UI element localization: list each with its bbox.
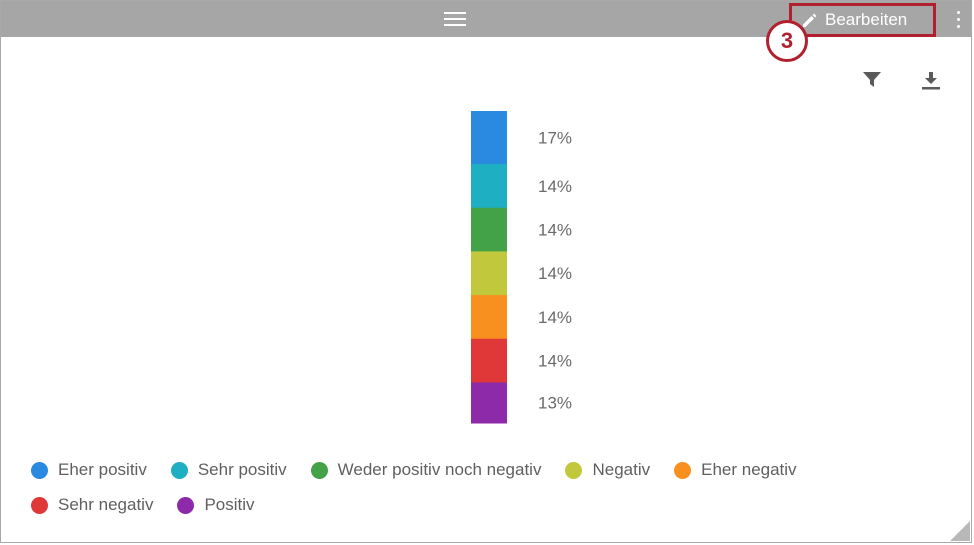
- legend-dot: [310, 461, 328, 479]
- legend-label: Weder positiv noch negativ: [337, 460, 542, 479]
- legend-label: Eher negativ: [701, 460, 797, 479]
- legend-dot: [31, 461, 48, 479]
- bar-segment[interactable]: [471, 251, 507, 296]
- data-label: 14%: [538, 308, 572, 327]
- legend-row: Eher positiv Sehr positiv Weder positiv no…: [31, 457, 931, 483]
- legend-dot: [177, 496, 195, 514]
- legend-label: Eher positiv: [58, 460, 147, 479]
- data-label: 14%: [538, 177, 572, 196]
- bar-segment[interactable]: [471, 207, 507, 252]
- legend-dot: [170, 461, 188, 479]
- stacked-bar-chart: 17% 14% 14% 14% 14% 14% 13%: [471, 111, 572, 424]
- legend-item[interactable]: Positiv: [177, 495, 255, 515]
- bar-segment[interactable]: [471, 382, 507, 424]
- bar-segment[interactable]: [471, 295, 507, 340]
- bar-segment[interactable]: [471, 164, 507, 209]
- legend-item[interactable]: Eher positiv: [31, 460, 147, 480]
- legend-item[interactable]: Negativ: [565, 460, 650, 480]
- legend-item[interactable]: Weder positiv noch negativ: [310, 460, 542, 480]
- data-label: 14%: [538, 221, 572, 240]
- pencil-icon: [803, 13, 817, 27]
- legend-label: Sehr negativ: [58, 495, 154, 514]
- legend-item[interactable]: Sehr negativ: [31, 495, 153, 515]
- widget-header: Bearbeiten: [1, 1, 971, 37]
- data-label: 13%: [538, 394, 572, 413]
- data-label: 17%: [538, 129, 572, 148]
- chart-legend: Eher positiv Sehr positiv Weder positiv no…: [31, 457, 931, 527]
- download-icon[interactable]: [921, 71, 941, 91]
- legend-dot: [565, 461, 583, 479]
- legend-label: Positiv: [204, 495, 255, 514]
- filter-icon[interactable]: [862, 70, 882, 90]
- data-label: 14%: [538, 352, 572, 371]
- legend-item[interactable]: Sehr positiv: [170, 460, 287, 480]
- step-badge: 3: [766, 20, 808, 62]
- edit-button-label: Bearbeiten: [825, 10, 908, 29]
- legend-label: Sehr positiv: [197, 460, 287, 479]
- resize-handle[interactable]: [950, 521, 970, 541]
- legend-dot: [674, 461, 692, 479]
- legend-item[interactable]: Eher negativ: [674, 460, 797, 480]
- bar-segment[interactable]: [471, 111, 507, 165]
- hamburger-icon[interactable]: [444, 12, 466, 26]
- bar-segment[interactable]: [471, 338, 507, 383]
- edit-button[interactable]: Bearbeiten: [801, 7, 907, 33]
- legend-dot: [31, 496, 48, 514]
- legend-row: Sehr negativ Positiv: [31, 492, 931, 518]
- data-label: 14%: [538, 264, 572, 283]
- vertical-dots-icon[interactable]: [953, 9, 965, 31]
- legend-label: Negativ: [592, 460, 651, 479]
